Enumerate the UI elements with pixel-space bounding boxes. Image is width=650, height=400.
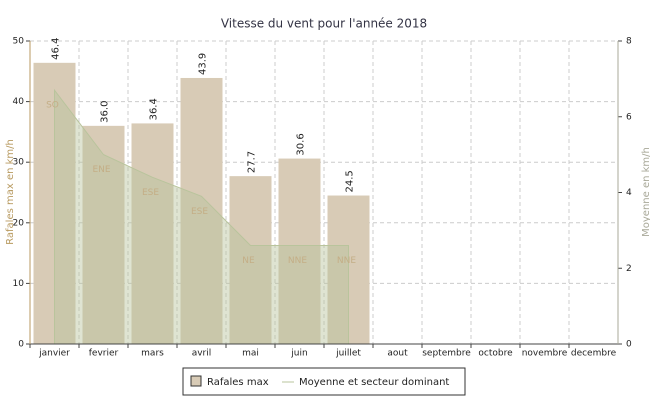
legend-swatch [190, 375, 202, 387]
y-tick-label: 30 [13, 158, 25, 168]
y2-tick-label: 4 [626, 188, 632, 198]
x-tick-label: decembre [571, 349, 617, 359]
x-tick-label: avril [192, 349, 212, 359]
sector-label: ESE [142, 188, 159, 198]
legend [182, 367, 466, 396]
y2-tick-label: 2 [626, 264, 632, 274]
y-tick-label: 50 [13, 37, 25, 47]
legend-label: Moyenne et secteur dominant [299, 377, 449, 388]
sector-label: ESE [191, 207, 208, 217]
sector-label: NNE [288, 256, 307, 266]
sector-label: NE [242, 256, 255, 266]
value-label: 43.9 [198, 53, 209, 75]
sector-label: NNE [337, 256, 356, 266]
value-label: 36.4 [149, 98, 160, 120]
chart-title: Vitesse du vent pour l'année 2018 [221, 17, 427, 31]
y2-tick-label: 0 [626, 340, 632, 350]
value-label: 30.6 [296, 133, 307, 155]
bar [131, 123, 174, 344]
x-tick-label: juin [290, 349, 307, 359]
x-tick-label: septembre [422, 349, 471, 359]
y-tick-label: 20 [13, 218, 25, 228]
y2-tick-label: 8 [626, 37, 632, 47]
x-tick-label: aout [387, 349, 408, 359]
x-tick-label: mai [242, 349, 259, 359]
x-tick-label: juillet [335, 349, 361, 359]
sector-label: SO [46, 101, 59, 111]
y2-axis-label: Moyenne en km/h [641, 147, 650, 237]
y-axis-label: Rafales max en km/h [5, 139, 16, 245]
value-label: 24.5 [345, 170, 356, 192]
value-label: 27.7 [247, 151, 258, 173]
y-tick-label: 40 [13, 97, 25, 107]
value-label: 36.0 [100, 101, 111, 123]
y-tick-label: 10 [13, 279, 25, 289]
x-tick-label: novembre [522, 349, 568, 359]
sector-label: ENE [92, 165, 110, 175]
area [54, 88, 349, 345]
value-label: 46.4 [51, 38, 62, 60]
bar [229, 176, 272, 344]
bar [82, 125, 125, 344]
y-tick-label: 0 [18, 340, 24, 350]
bar [278, 158, 321, 344]
y2-tick-label: 6 [626, 112, 632, 122]
x-tick-label: mars [141, 349, 164, 359]
legend-label: Rafales max [207, 377, 269, 388]
x-tick-label: janvier [38, 349, 70, 359]
x-tick-label: octobre [478, 349, 513, 359]
x-tick-label: fevrier [89, 349, 119, 359]
